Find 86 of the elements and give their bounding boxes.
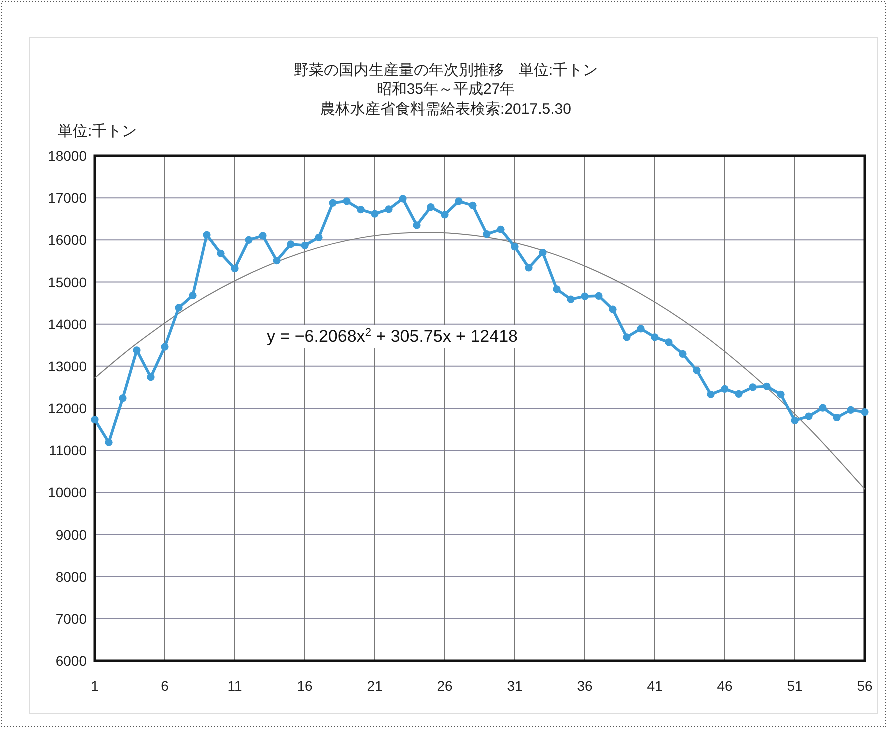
y-tick-label: 12000 (48, 400, 88, 416)
point (455, 198, 463, 206)
point (483, 230, 491, 238)
point (693, 366, 701, 374)
point (525, 264, 533, 272)
point (301, 242, 309, 250)
y-tick-label: 14000 (48, 316, 88, 332)
point (721, 385, 729, 393)
point (497, 226, 505, 234)
point (91, 416, 99, 424)
point (749, 384, 757, 392)
point (469, 202, 477, 210)
point (357, 206, 365, 214)
x-tick-label: 11 (228, 678, 242, 694)
y-tick-label: 17000 (48, 190, 88, 206)
point (567, 296, 575, 304)
point (679, 350, 687, 358)
point (133, 346, 141, 354)
y-tick-label: 18000 (48, 148, 88, 164)
point (119, 394, 127, 402)
point (805, 412, 813, 420)
point (217, 250, 225, 258)
point (385, 206, 393, 214)
point (105, 438, 113, 446)
point (329, 199, 337, 207)
y-tick-label: 7000 (56, 610, 88, 627)
y-tick-label: 8000 (56, 568, 88, 585)
point (637, 325, 645, 333)
point (245, 236, 253, 244)
x-tick-label: 21 (367, 678, 383, 694)
point (371, 210, 379, 218)
point (651, 334, 659, 342)
point (343, 198, 351, 206)
point (399, 195, 407, 203)
point (707, 390, 715, 398)
point (861, 408, 869, 416)
point (287, 240, 295, 248)
point (735, 390, 743, 398)
point (595, 292, 603, 300)
point (847, 406, 855, 414)
y-tick-label: 13000 (48, 358, 88, 374)
y-tick-label: 9000 (56, 526, 88, 543)
point (511, 243, 519, 251)
x-tick-label: 46 (717, 678, 733, 694)
x-tick-label: 1 (91, 678, 100, 694)
x-tick-label: 56 (857, 678, 873, 694)
point (231, 264, 239, 273)
point (623, 334, 631, 342)
chart-title: 野菜の国内生産量の年次別推移 単位:千トン (294, 62, 598, 79)
point (833, 414, 841, 422)
x-tick-label: 6 (161, 678, 170, 694)
point (413, 222, 421, 230)
point (665, 338, 673, 346)
point (581, 292, 589, 300)
y-tick-label: 6000 (56, 653, 88, 669)
point (441, 211, 449, 219)
y-tick-label: 15000 (48, 274, 88, 290)
point (609, 306, 617, 314)
text: 農林水産省食料需給表検索:2017.5.30 (320, 101, 572, 118)
point (203, 231, 211, 239)
point (259, 232, 267, 240)
point (427, 204, 435, 212)
point (553, 286, 561, 294)
point (763, 382, 771, 390)
annotation: y = −6.2068x$^{2}$ + 305.75x + 12418 (267, 327, 518, 346)
point (777, 390, 785, 398)
x-tick-label: 31 (507, 678, 523, 694)
x-tick-label: 26 (437, 678, 453, 694)
x-tick-label: 36 (577, 678, 593, 694)
x-tick-label: 16 (297, 678, 313, 694)
point (273, 256, 281, 265)
chart-subtitle: 昭和35年～平成27年 (376, 81, 516, 98)
point (819, 404, 827, 412)
y-axis-title: 単位:千トン (58, 123, 138, 140)
point (791, 416, 799, 425)
point (189, 292, 197, 300)
y-tick-label: 10000 (48, 484, 88, 501)
point (147, 374, 155, 382)
point (175, 304, 183, 312)
y-tick-label: 11000 (49, 442, 88, 459)
x-tick-label: 51 (787, 678, 803, 694)
x-tick-label: 41 (647, 678, 663, 694)
y-tick-label: 16000 (48, 232, 88, 248)
point (161, 343, 169, 351)
point (315, 234, 323, 242)
point (539, 248, 547, 257)
